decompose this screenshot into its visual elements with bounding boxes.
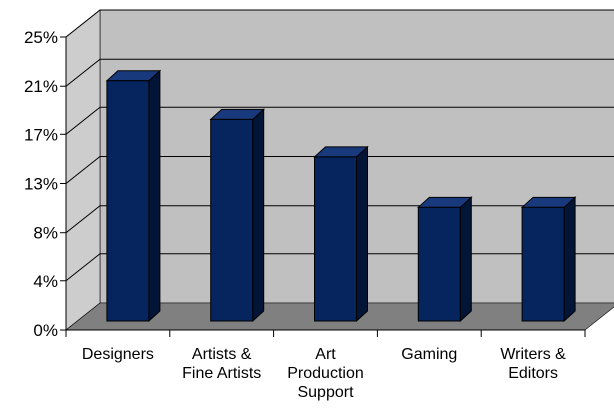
x-tick-label-line: Art (315, 346, 336, 363)
x-tick-label-line: Production (287, 365, 364, 382)
bar (105, 69, 162, 323)
bar-front (106, 80, 150, 322)
gridline (65, 58, 614, 87)
x-tick-label-line: Writers & (500, 346, 566, 363)
bar (417, 196, 473, 323)
bar-front (210, 118, 254, 322)
bar (209, 108, 265, 323)
x-tick-label: Designers (82, 346, 154, 363)
axes (60, 36, 586, 337)
x-tick-label: Gaming (401, 346, 457, 363)
x-tick-label-line: Artists & (192, 346, 252, 363)
bar-front (417, 206, 461, 322)
x-tick-label-line: Editors (508, 365, 558, 382)
bar-side (356, 145, 368, 323)
bar (313, 145, 369, 323)
y-tick-label: 21% (24, 77, 58, 96)
y-tick-label: 25% (24, 28, 58, 47)
bar-side (563, 196, 576, 323)
bar-side (252, 108, 265, 323)
x-tick-label-line: Fine Artists (182, 365, 261, 382)
y-tick-label: 8% (33, 224, 58, 243)
y-tick-labels: 0% 4% 8% 13% 17% 21% 25% (24, 28, 58, 340)
y-tick-label: 0% (33, 321, 58, 340)
gridlines (65, 9, 614, 282)
gridline (65, 106, 614, 135)
y-tick-label: 17% (24, 125, 58, 144)
y-tick-label: 13% (24, 175, 58, 194)
bar-front (314, 156, 357, 322)
bars (105, 69, 577, 323)
bar (520, 196, 577, 323)
x-tick-labels: Designers Artists & Fine Artists Art Product… (82, 346, 566, 401)
x-tick-label-line: Gaming (401, 346, 457, 363)
y-tick-label: 4% (33, 272, 58, 291)
x-tick-label: Artists & Fine Artists (182, 346, 261, 382)
x-tick-label-line: Support (297, 384, 354, 401)
x-tick-label-line: Designers (82, 346, 154, 363)
gridline (65, 9, 614, 38)
bar-side (459, 196, 472, 323)
bar-side (148, 69, 161, 323)
gridline (65, 156, 614, 184)
bar-front (521, 206, 565, 322)
x-tick-label: Art Production Support (287, 346, 364, 401)
x-tick-label: Writers & Editors (500, 346, 566, 382)
